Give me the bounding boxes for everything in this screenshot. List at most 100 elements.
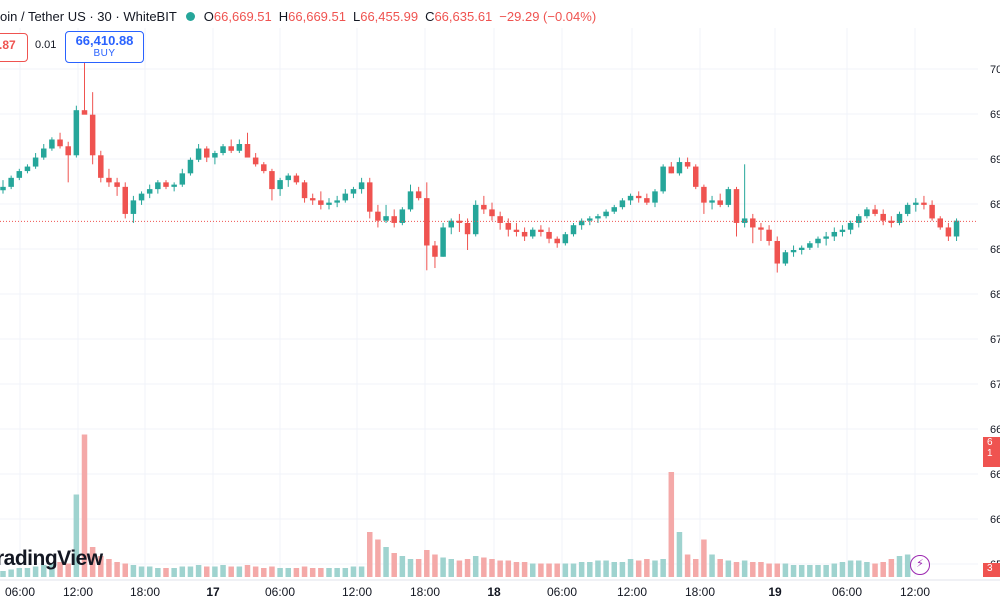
time-axis[interactable]: 06:00 12:00 18:00 17 06:00 12:00 18:00 18 06:00 1… — [0, 579, 1000, 599]
candle-body — [32, 157, 39, 167]
candle-body — [676, 162, 683, 174]
candle-body — [847, 222, 854, 230]
candle-body — [921, 202, 927, 205]
candle-body — [41, 148, 47, 158]
volume-bar — [399, 556, 406, 577]
candle-body — [277, 180, 283, 190]
candle-body — [880, 213, 886, 221]
volume-bar — [261, 568, 267, 577]
candle-body — [383, 216, 389, 221]
candle-body — [440, 227, 446, 257]
candle-body — [709, 200, 715, 203]
buy-label: BUY — [93, 48, 116, 59]
price-axis[interactable]: 706969686868676766666665 — [978, 0, 1000, 580]
volume-bar — [383, 547, 389, 577]
candle-body — [937, 218, 943, 228]
candle-body — [171, 184, 177, 187]
candle-body — [823, 236, 829, 239]
y-tick-label: 66 — [990, 514, 1000, 526]
candle-body — [432, 245, 438, 257]
volume-bar — [880, 562, 886, 577]
candle-body — [668, 166, 675, 174]
candle-body — [554, 238, 560, 244]
volume-bar — [578, 562, 585, 577]
candle-body — [782, 252, 789, 264]
volume-bar — [627, 559, 634, 577]
volume-bar — [456, 560, 463, 577]
lightning-icon[interactable]: ⚡ — [910, 555, 930, 575]
symbol-title[interactable]: oin / Tether US · 30 · WhiteBIT — [0, 8, 177, 24]
candle-body — [8, 177, 14, 187]
sell-button[interactable]: .87 — [0, 33, 28, 62]
volume-bar — [896, 556, 903, 577]
volume-bar — [856, 560, 862, 577]
volume-bar — [114, 562, 120, 577]
volume-bar — [358, 566, 365, 577]
volume-bar — [367, 532, 373, 577]
candle-body — [562, 234, 569, 244]
volume-bar — [782, 563, 789, 577]
candle-body — [415, 191, 422, 199]
y-tick-label: 69 — [990, 109, 1000, 121]
candle-body — [472, 204, 479, 235]
candle-body — [57, 139, 63, 147]
y-tick-label: 66 — [990, 424, 1000, 436]
candle-body — [913, 202, 919, 205]
candle-body — [578, 220, 585, 226]
high-value: 66,669.51 — [288, 8, 346, 24]
x-tick-label: 12:00 — [617, 585, 647, 599]
candle-body — [244, 144, 251, 158]
candle-body — [513, 229, 520, 232]
volume-bar — [98, 556, 104, 577]
volume-bar — [195, 565, 202, 577]
volume-bar — [521, 562, 528, 577]
candle-body — [358, 182, 365, 190]
volume-bar — [24, 568, 31, 577]
candle-body — [741, 218, 748, 223]
volume-bar — [448, 559, 454, 577]
volume-bar — [644, 559, 650, 577]
candle-body — [481, 204, 487, 210]
candle-body — [318, 200, 324, 205]
candle-body — [24, 166, 31, 172]
buy-button[interactable]: 66,410.88 BUY — [65, 31, 144, 63]
volume-bar — [847, 560, 854, 577]
volume-bar — [587, 562, 593, 577]
volume-bar — [701, 539, 707, 577]
volume-bar — [179, 566, 186, 577]
volume-bar — [73, 494, 80, 577]
candle-body — [798, 247, 805, 250]
volume-bar — [32, 566, 39, 577]
y-tick-label: 69 — [990, 154, 1000, 166]
volume-bar — [611, 562, 617, 577]
candle-body — [758, 227, 764, 230]
volume-bar — [619, 562, 626, 577]
x-tick-label: 18:00 — [130, 585, 160, 599]
volume-bar — [546, 563, 552, 577]
candle-body — [619, 200, 626, 208]
open-label: O — [203, 8, 214, 24]
volume-bar — [146, 566, 153, 577]
grid-lines — [0, 28, 978, 577]
volume-bar — [684, 554, 691, 577]
candle-body — [815, 238, 821, 244]
x-tick-label: 06:00 — [832, 585, 862, 599]
sell-price: .87 — [0, 38, 16, 52]
candle-body — [399, 209, 406, 223]
candle-body — [146, 189, 153, 194]
volume-bar — [676, 532, 683, 577]
volume-bar — [481, 557, 487, 577]
volume-bar — [562, 563, 569, 577]
volume-bar — [65, 563, 71, 577]
last-price-tag-text: 6 — [987, 437, 993, 448]
candle-body — [652, 191, 658, 203]
candle-body — [684, 162, 691, 167]
volume-bar — [815, 565, 821, 577]
candle-body — [570, 225, 577, 235]
candle-body — [49, 139, 55, 149]
candle-body — [138, 193, 145, 201]
volume-bar — [244, 565, 251, 577]
candle-body — [497, 216, 503, 223]
volume-bar — [693, 559, 699, 577]
